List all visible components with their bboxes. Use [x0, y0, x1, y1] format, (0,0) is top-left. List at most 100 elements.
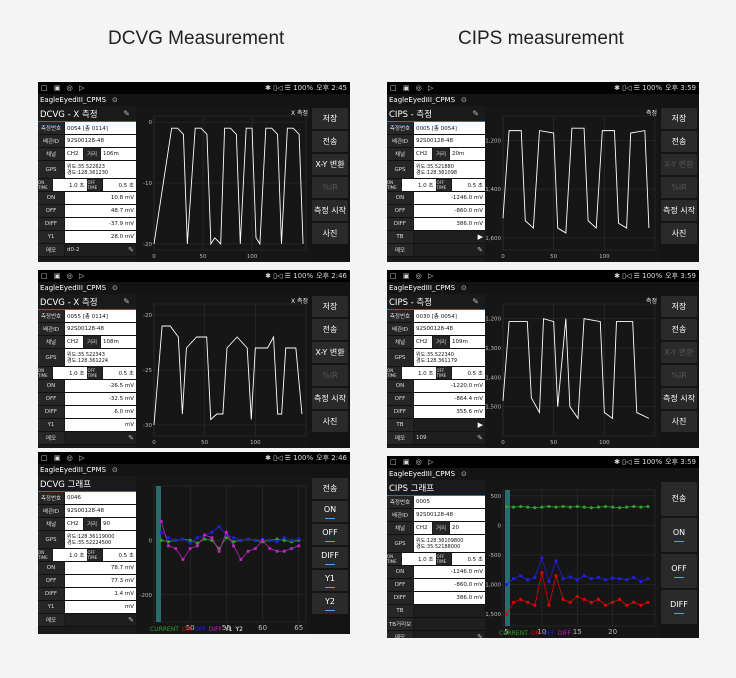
memo-pen-icon[interactable]: ✎: [477, 246, 483, 254]
memo-pen-icon[interactable]: ✎: [477, 633, 483, 638]
measurement-number-row[interactable]: 측정번호 0030 [총 0054] ▶: [387, 310, 485, 323]
on-time-value[interactable]: 1.0 초: [402, 179, 436, 191]
measurement-number-value[interactable]: 0055 [총 0114] ▶: [65, 310, 136, 322]
button-5[interactable]: 측정 시작: [661, 388, 697, 409]
dropdown-icon[interactable]: ⊙: [461, 96, 467, 104]
memo-pen-icon[interactable]: ✎: [128, 616, 134, 624]
measurement-number-row[interactable]: 측정번호 0055 [총 0114] ▶: [38, 310, 136, 323]
next-arrow-icon[interactable]: ▶: [128, 124, 134, 132]
button-6[interactable]: 사진: [661, 223, 697, 244]
button-5[interactable]: 측정 시작: [312, 388, 348, 409]
button-1[interactable]: 전송: [312, 478, 348, 499]
tb-row[interactable]: TB: [387, 605, 485, 618]
button-4[interactable]: %IR: [661, 177, 697, 198]
button-1[interactable]: 전송: [661, 482, 697, 516]
measurement-number-value[interactable]: 0005: [414, 496, 485, 508]
edit-pen-icon[interactable]: ✎: [472, 297, 479, 306]
button-4[interactable]: %IR: [312, 177, 348, 198]
button-2[interactable]: 전송: [312, 319, 348, 340]
button-1[interactable]: 저장: [312, 108, 348, 129]
button-2[interactable]: 전송: [661, 131, 697, 152]
next-arrow-icon[interactable]: ▶: [477, 233, 483, 241]
memo-row[interactable]: 메모 ✎: [38, 614, 136, 627]
button-5[interactable]: Y1: [312, 570, 348, 591]
dropdown-icon[interactable]: ⊙: [112, 466, 118, 474]
next-arrow-icon[interactable]: ▶: [477, 312, 483, 320]
memo-pen-icon[interactable]: ✎: [128, 246, 134, 254]
off-voltage-text: -860.0 mV: [454, 208, 483, 214]
button-2[interactable]: ON: [661, 518, 697, 552]
button-6[interactable]: Y2: [312, 593, 348, 614]
button-3[interactable]: OFF: [661, 554, 697, 588]
x-tick-label: 100: [247, 254, 258, 260]
button-4[interactable]: %IR: [661, 365, 697, 386]
button-3[interactable]: OFF: [312, 524, 348, 545]
tb-value[interactable]: ▶: [414, 231, 485, 243]
tb-row[interactable]: TB ▶: [387, 419, 485, 432]
memo-value[interactable]: d0-2 ✎: [65, 244, 136, 256]
memo-value[interactable]: ✎: [65, 614, 136, 626]
measurement-number-row[interactable]: 측정번호 0054 [총 0114] ▶: [38, 122, 136, 135]
dropdown-icon[interactable]: ⊙: [461, 284, 467, 292]
button-2[interactable]: 전송: [661, 319, 697, 340]
on-time-value[interactable]: 1.0 초: [402, 553, 436, 565]
measurement-number-value[interactable]: 0005 [총 0054] ▶: [414, 122, 485, 134]
on-time-value[interactable]: 1.0 초: [53, 549, 87, 561]
button-5[interactable]: 측정 시작: [312, 200, 348, 221]
on-time-value[interactable]: 1.0 초: [402, 367, 436, 379]
button-1[interactable]: 저장: [661, 108, 697, 129]
next-arrow-icon[interactable]: ▶: [477, 124, 483, 132]
button-2[interactable]: ON: [312, 501, 348, 522]
measurement-number-value[interactable]: 0046: [65, 492, 136, 504]
measurement-number-value[interactable]: 0030 [총 0054] ▶: [414, 310, 485, 322]
off-time-value[interactable]: 0.5 초: [102, 549, 136, 561]
next-arrow-icon[interactable]: ▶: [477, 421, 483, 429]
edit-pen-icon[interactable]: ✎: [123, 109, 130, 118]
measurement-number-row[interactable]: 측정번호 0005: [387, 496, 485, 509]
button-3[interactable]: X-Y 변환: [661, 154, 697, 175]
button-6[interactable]: 사진: [312, 223, 348, 244]
button-3[interactable]: X-Y 변환: [312, 342, 348, 363]
dropdown-icon[interactable]: ⊙: [112, 284, 118, 292]
off-time-value[interactable]: 0.5 초: [451, 367, 485, 379]
off-time-value[interactable]: 0.5 초: [451, 553, 485, 565]
on-time-value[interactable]: 1.0 초: [53, 367, 87, 379]
button-4[interactable]: DIFF: [661, 590, 697, 624]
button-3[interactable]: X-Y 변환: [312, 154, 348, 175]
next-arrow-icon[interactable]: ▶: [128, 312, 134, 320]
button-1[interactable]: 저장: [661, 296, 697, 317]
button-4[interactable]: %IR: [312, 365, 348, 386]
button-6[interactable]: 사진: [312, 411, 348, 432]
measurement-number-row[interactable]: 측정번호 0005 [총 0054] ▶: [387, 122, 485, 135]
measurement-number-value[interactable]: 0054 [총 0114] ▶: [65, 122, 136, 134]
memo-pen-icon[interactable]: ✎: [477, 434, 483, 442]
button-6[interactable]: 사진: [661, 411, 697, 432]
off-time-value[interactable]: 0.5 초: [102, 367, 136, 379]
button-1[interactable]: 저장: [312, 296, 348, 317]
edit-pen-icon[interactable]: ✎: [472, 109, 479, 118]
memo-row[interactable]: 메모 109 ✎: [387, 432, 485, 445]
memo-row[interactable]: 메모 ✎: [38, 432, 136, 445]
measurement-number-row[interactable]: 측정번호 0046: [38, 492, 136, 505]
button-3[interactable]: X-Y 변환: [661, 342, 697, 363]
dropdown-icon[interactable]: ⊙: [461, 470, 467, 478]
button-2[interactable]: 전송: [312, 131, 348, 152]
tb-row[interactable]: TB ▶: [387, 231, 485, 244]
tb-value[interactable]: [414, 605, 485, 617]
memo-value[interactable]: ✎: [414, 244, 485, 256]
button-5[interactable]: 측정 시작: [661, 200, 697, 221]
memo-row[interactable]: 메모 d0-2 ✎: [38, 244, 136, 257]
memo-row[interactable]: 메모 ✎: [387, 631, 485, 638]
memo-value[interactable]: ✎: [414, 631, 485, 638]
memo-value[interactable]: ✎: [65, 432, 136, 444]
off-time-value[interactable]: 0.5 초: [451, 179, 485, 191]
memo-row[interactable]: 메모 ✎: [387, 244, 485, 257]
off-time-value[interactable]: 0.5 초: [102, 179, 136, 191]
button-4[interactable]: DIFF: [312, 547, 348, 568]
on-time-value[interactable]: 1.0 초: [53, 179, 87, 191]
memo-value[interactable]: 109 ✎: [414, 432, 485, 444]
dropdown-icon[interactable]: ⊙: [112, 96, 118, 104]
memo-pen-icon[interactable]: ✎: [128, 434, 134, 442]
tb-value[interactable]: ▶: [414, 419, 485, 431]
edit-pen-icon[interactable]: ✎: [123, 297, 130, 306]
